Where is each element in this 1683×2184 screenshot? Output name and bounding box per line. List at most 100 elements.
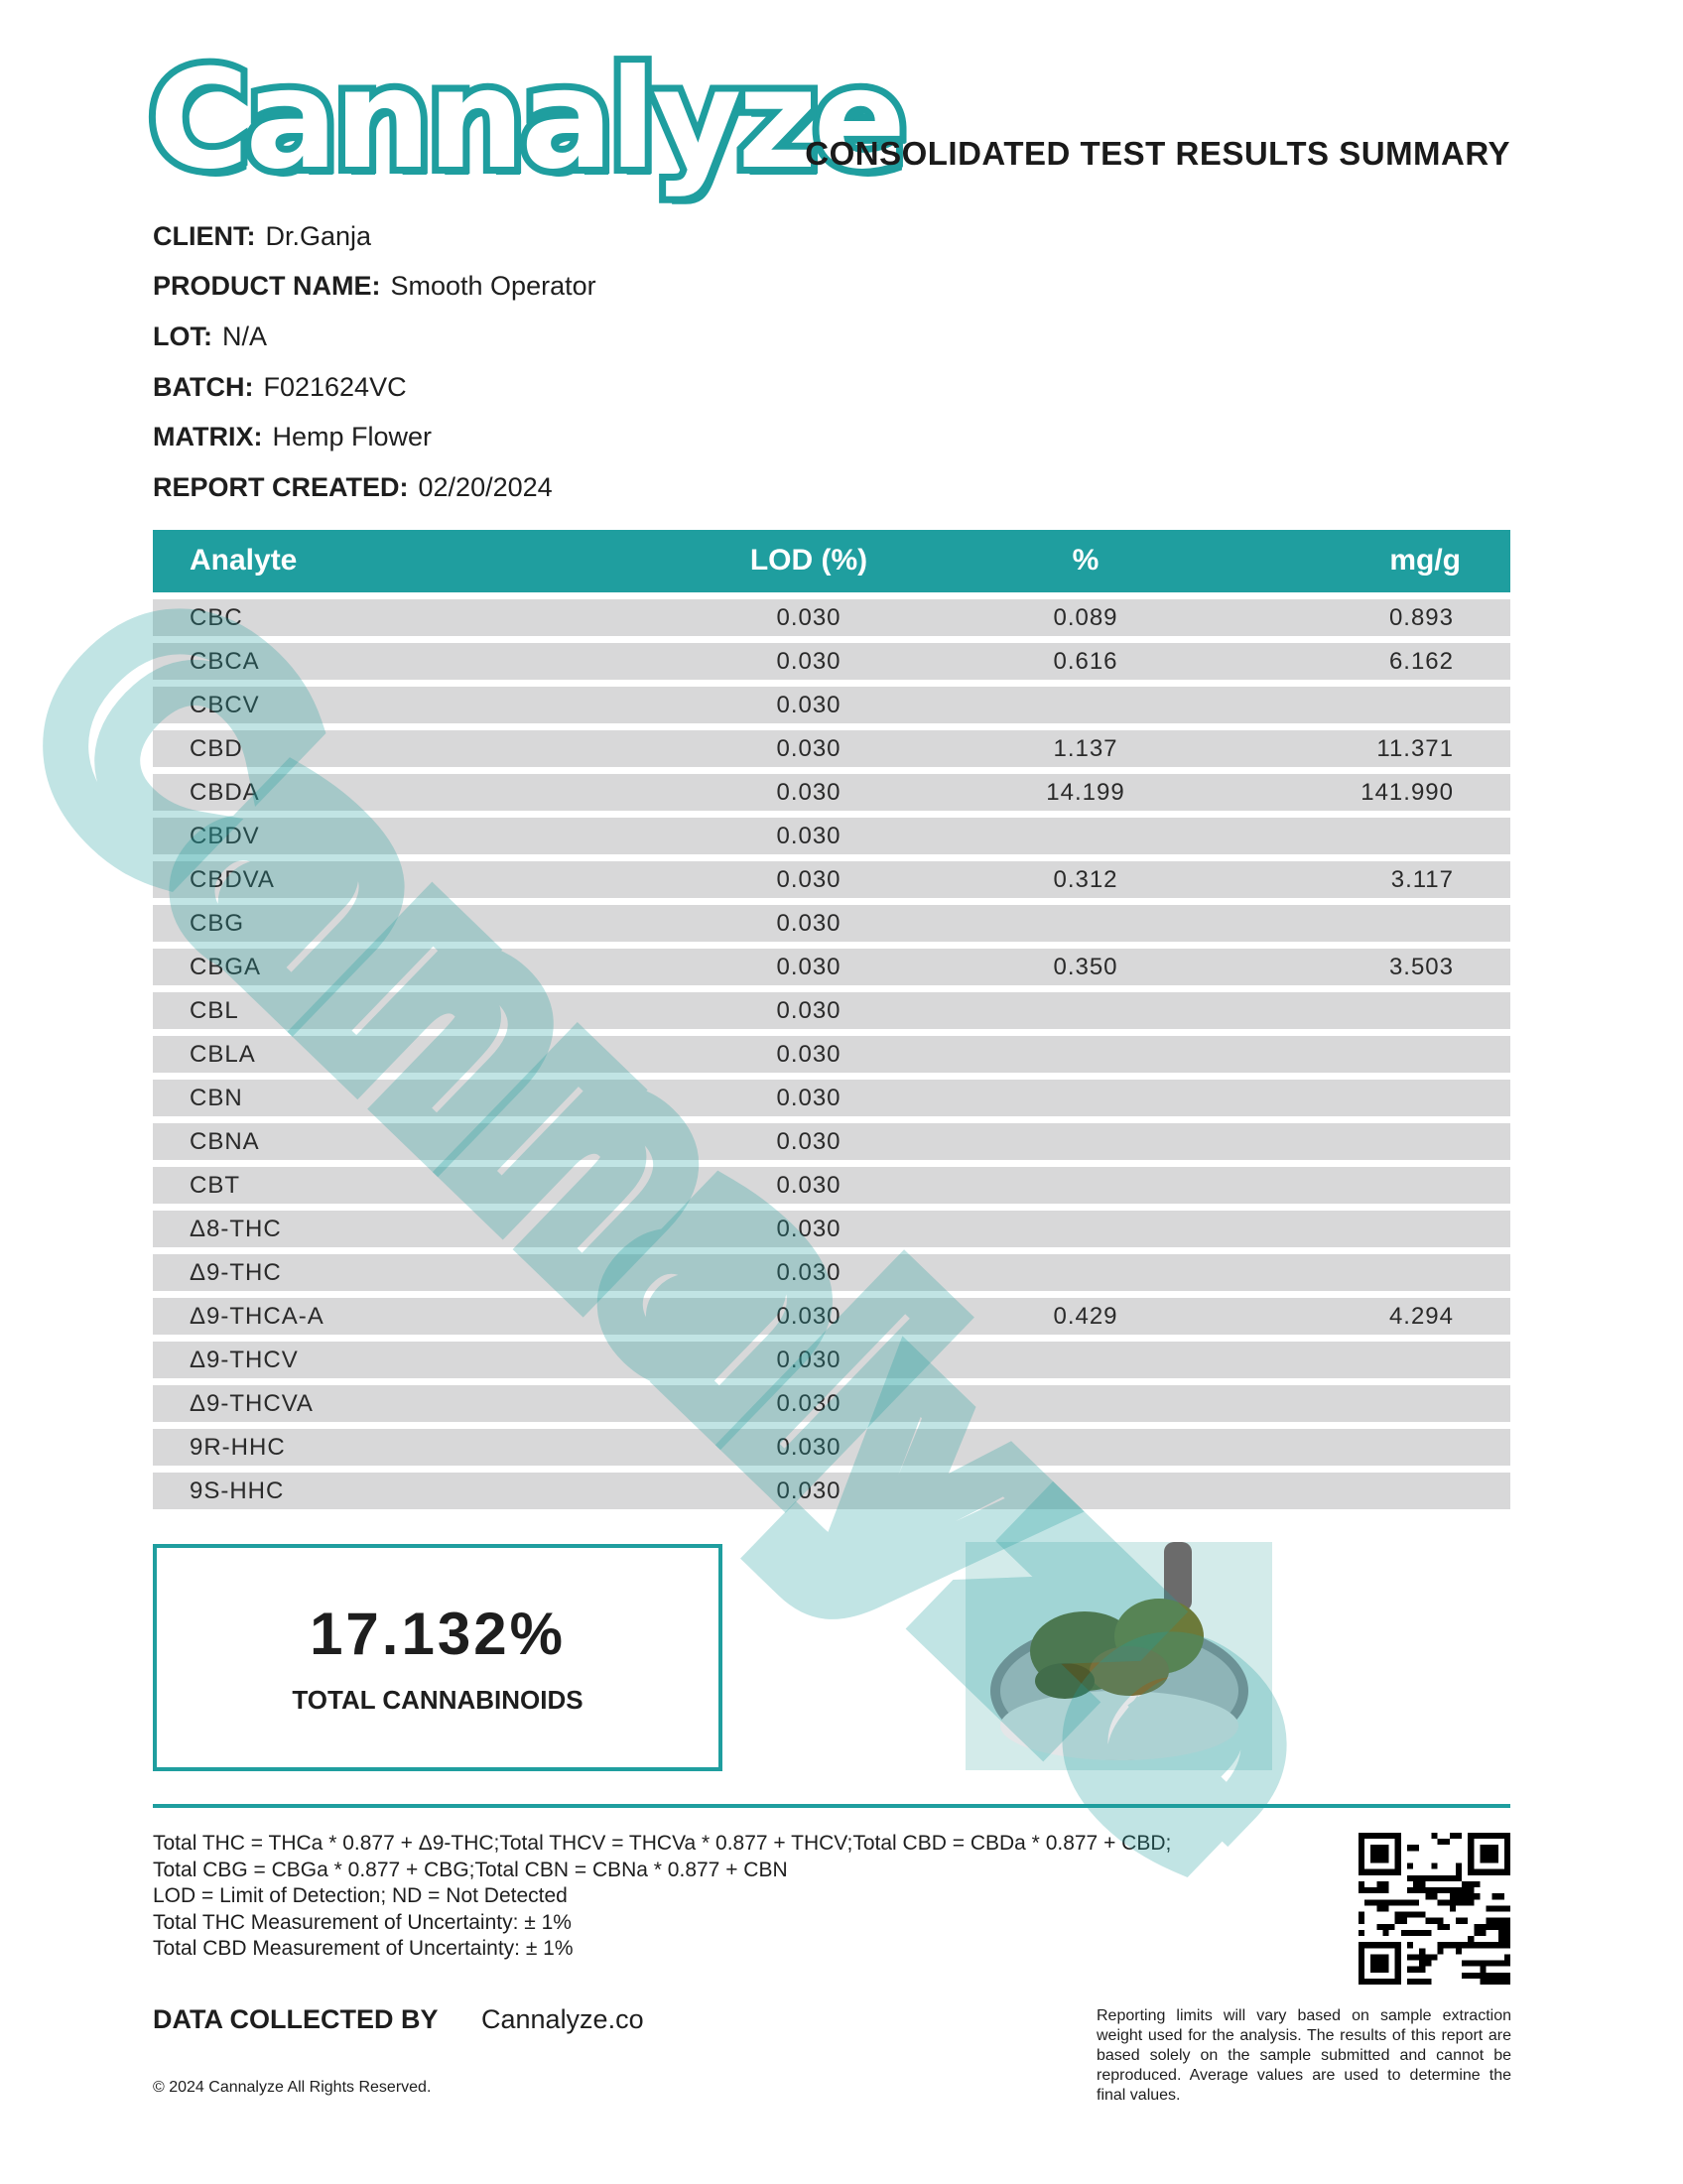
cell-analyte: CBN xyxy=(190,1085,243,1111)
row-background xyxy=(153,730,1510,767)
info-label: REPORT CREATED: xyxy=(153,472,409,502)
note-line: Total CBG = CBGa * 0.877 + CBG;Total CBN… xyxy=(153,1858,788,1881)
info-matrix: MATRIX: Hemp Flower xyxy=(153,420,432,453)
cell-analyte: CBGA xyxy=(190,954,262,980)
cell-analyte: CBDVA xyxy=(190,866,275,893)
table-row: CBDV 0.030 xyxy=(153,818,1510,861)
note-line: Total THC = THCa * 0.877 + Δ9-THC;Total … xyxy=(153,1832,1172,1855)
cell-analyte: CBD xyxy=(190,735,243,762)
table-row: CBGA 0.030 0.350 3.503 xyxy=(153,949,1510,992)
info-value: Dr.Ganja xyxy=(265,221,372,251)
total-label: TOTAL CANNABINOIDS xyxy=(292,1685,583,1715)
cell-analyte: CBCA xyxy=(190,648,260,675)
note-line: Total THC Measurement of Uncertainty: ± … xyxy=(153,1910,572,1934)
cell-percent-text: 14.199 xyxy=(1046,779,1125,806)
row-background xyxy=(153,905,1510,942)
table-row: CBDA 0.030 14.199 141.990 xyxy=(153,774,1510,818)
cell-lod-text: 0.030 xyxy=(776,1172,842,1199)
table-row: CBT 0.030 xyxy=(153,1167,1510,1211)
table-row: CBLA 0.030 xyxy=(153,1036,1510,1080)
cell-analyte: CBCV xyxy=(190,692,260,718)
row-background xyxy=(153,1385,1510,1422)
row-background xyxy=(153,1123,1510,1160)
info-lot: LOT: N/A xyxy=(153,320,267,353)
cell-lod-text: 0.030 xyxy=(776,1347,842,1373)
cell-percent-text: 1.137 xyxy=(1053,735,1118,762)
cell-lod-text: 0.030 xyxy=(776,997,842,1024)
cell-lod-text: 0.030 xyxy=(776,1085,842,1111)
cell-analyte: CBT xyxy=(190,1172,240,1199)
cell-analyte: Δ9-THCA-A xyxy=(190,1303,324,1330)
cell-mgg: 11.371 xyxy=(1376,735,1454,762)
cell-percent-text: 0.429 xyxy=(1053,1303,1118,1330)
cell-lod-text: 0.030 xyxy=(776,1041,842,1068)
table-row: Δ9-THC 0.030 xyxy=(153,1254,1510,1298)
qr-code-icon[interactable] xyxy=(1359,1833,1510,1985)
table-row: 9R-HHC 0.030 xyxy=(153,1429,1510,1473)
page-title: CONSOLIDATED TEST RESULTS SUMMARY xyxy=(805,135,1510,172)
table-row: Δ9-THCA-A 0.030 0.429 4.294 xyxy=(153,1298,1510,1342)
logo: Cannalyze xyxy=(142,40,913,199)
note-line: Total CBD Measurement of Uncertainty: ± … xyxy=(153,1937,574,1960)
cell-analyte: CBDV xyxy=(190,823,260,849)
col-percent: % xyxy=(1072,544,1100,577)
row-background xyxy=(153,1298,1510,1335)
table-row: CBNA 0.030 xyxy=(153,1123,1510,1167)
cell-percent-text: 0.312 xyxy=(1053,866,1118,893)
disclaimer: Reporting limits will vary based on samp… xyxy=(1097,2007,1511,2104)
cell-lod-text: 0.030 xyxy=(776,1434,842,1461)
results-table: CBC 0.030 0.089 0.893 CBCA 0.030 0.616 6.162 CBC… xyxy=(153,599,1510,1516)
cell-mgg: 4.294 xyxy=(1388,1303,1454,1330)
info-batch: BATCH: F021624VC xyxy=(153,370,407,404)
table-row: Δ9-THCVA 0.030 xyxy=(153,1385,1510,1429)
cell-lod-text: 0.030 xyxy=(776,779,842,806)
table-row: CBG 0.030 xyxy=(153,905,1510,949)
cell-analyte: Δ9-THCV xyxy=(190,1347,299,1373)
row-background xyxy=(153,1036,1510,1073)
cell-lod-text: 0.030 xyxy=(776,866,842,893)
col-lod: LOD (%) xyxy=(749,544,868,577)
cell-analyte: 9R-HHC xyxy=(190,1434,286,1461)
table-row: CBC 0.030 0.089 0.893 xyxy=(153,599,1510,643)
total-value: 17.132% xyxy=(310,1601,566,1667)
info-label: CLIENT: xyxy=(153,221,256,251)
copyright: © 2024 Cannalyze All Rights Reserved. xyxy=(153,2079,432,2096)
cell-mgg: 141.990 xyxy=(1360,779,1454,806)
cell-lod-text: 0.030 xyxy=(776,1128,842,1155)
cell-analyte: CBLA xyxy=(190,1041,256,1068)
row-background xyxy=(153,992,1510,1029)
cell-analyte: CBC xyxy=(190,604,243,631)
divider xyxy=(153,1804,1510,1808)
row-background xyxy=(153,1167,1510,1204)
cell-percent-text: 0.616 xyxy=(1053,648,1118,675)
info-label: BATCH: xyxy=(153,372,254,402)
row-background xyxy=(153,599,1510,636)
cell-analyte: CBL xyxy=(190,997,239,1024)
data-collected-label: DATA COLLECTED BY xyxy=(153,2004,439,2034)
data-collected-value: Cannalyze.co xyxy=(481,2004,644,2034)
table-row: Δ9-THCV 0.030 xyxy=(153,1342,1510,1385)
cell-mgg: 6.162 xyxy=(1388,648,1454,675)
cell-lod-text: 0.030 xyxy=(776,1390,842,1417)
row-background xyxy=(153,818,1510,854)
cell-lod-text: 0.030 xyxy=(776,1216,842,1242)
product-photo xyxy=(966,1542,1272,1770)
cell-analyte: Δ9-THC xyxy=(190,1259,282,1286)
info-value: Smooth Operator xyxy=(390,271,596,301)
row-background xyxy=(153,1429,1510,1466)
cell-mgg: 0.893 xyxy=(1388,604,1454,631)
row-background xyxy=(153,1342,1510,1378)
info-label: LOT: xyxy=(153,321,212,351)
cell-lod-text: 0.030 xyxy=(776,1303,842,1330)
info-value: N/A xyxy=(222,321,268,351)
cell-analyte: CBNA xyxy=(190,1128,260,1155)
info-product-name: PRODUCT NAME: Smooth Operator xyxy=(153,269,596,303)
cell-analyte: Δ9-THCVA xyxy=(190,1390,314,1417)
cell-percent-text: 0.350 xyxy=(1053,954,1118,980)
row-background xyxy=(153,774,1510,811)
cell-lod-text: 0.030 xyxy=(776,735,842,762)
cell-percent-text: 0.089 xyxy=(1053,604,1118,631)
table-row: 9S-HHC 0.030 xyxy=(153,1473,1510,1516)
col-mgg: mg/g xyxy=(1389,544,1461,577)
info-label: MATRIX: xyxy=(153,422,263,451)
